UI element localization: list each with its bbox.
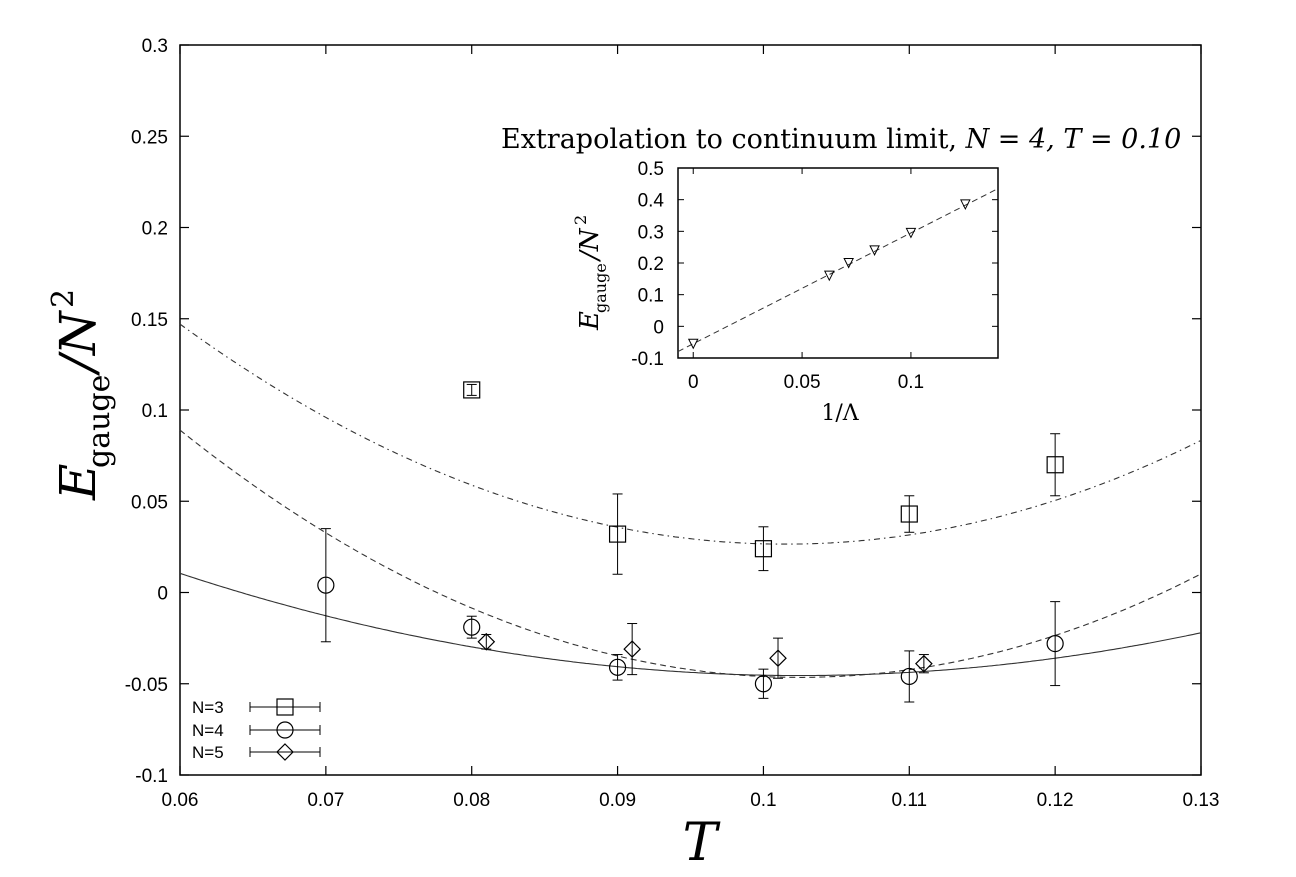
inset-data-point [905, 227, 917, 239]
inset-data-point [960, 199, 971, 211]
data-point-n-5 [915, 654, 933, 673]
inset-data-point [843, 258, 854, 269]
inset-y-tick-label: 0 [653, 317, 664, 338]
inset-x-tick-label: 0 [688, 372, 699, 393]
data-point-n-4 [317, 576, 335, 594]
inset-y-tick-label: -0.1 [631, 349, 664, 370]
main-y-label-base: E [49, 464, 107, 502]
fit-curve-n-5 [179, 572, 1202, 677]
inset-data-point [823, 270, 835, 282]
inset-y-tick-label: 0.3 [638, 222, 664, 243]
x-tick-label: 0.1 [750, 790, 776, 811]
data-point-n-3 [900, 505, 918, 523]
y-tick-label: 0.1 [142, 401, 168, 422]
data-point-n-3 [754, 540, 773, 558]
inset-y-tick-label: 0.4 [638, 191, 665, 212]
inset-x-axis-label: 1/Λ [821, 401, 859, 426]
data-point-n-4 [754, 675, 773, 693]
inset-frame [677, 167, 999, 359]
legend-marker-n-4 [276, 721, 294, 739]
y-tick-label: 0.05 [131, 492, 168, 513]
data-point-n-5 [769, 649, 787, 668]
inset-y-label-rest: /N [575, 227, 605, 263]
legend-marker-n-3 [276, 698, 294, 716]
main-axis-ticks: 0.06 0.07 0.08 0.09 0.1 0.11 0.12 0.130.30.250.… [125, 36, 1220, 811]
main-fit-curves [179, 323, 1202, 678]
inset-x-tick-label: 0.05 [784, 372, 821, 393]
inset-y-tick-label: 0.1 [638, 286, 664, 307]
y-tick-label: 0.15 [131, 310, 168, 331]
legend-label: N=3 [192, 698, 224, 717]
inset-x-tick-label: 0.1 [898, 372, 924, 393]
inset-title-text: Extrapolation to continuum limit, [501, 124, 966, 155]
data-point-n-5 [623, 640, 642, 658]
y-tick-label: -0.1 [135, 766, 168, 787]
data-point-n-4 [608, 658, 627, 676]
inset-y-tick-label: 0.5 [638, 159, 664, 180]
inset-plot: 0 0.05 0.1 0.5 0.4 0.3 0.2 0.1 0 -0.1 [631, 159, 999, 393]
inset-y-label-sup: 2 [571, 215, 590, 225]
inset-data-point [869, 245, 880, 256]
y-tick-label: 0.3 [142, 36, 168, 57]
legend-label: N=5 [192, 743, 224, 762]
main-y-label-rest: /N [49, 309, 107, 376]
y-tick-label: -0.05 [125, 675, 168, 696]
x-tick-label: 0.08 [453, 790, 490, 811]
main-x-axis-label: T [683, 813, 721, 873]
inset-y-label-base: E [575, 311, 605, 331]
y-tick-label: 0.25 [131, 127, 168, 148]
x-tick-label: 0.12 [1037, 790, 1074, 811]
main-y-label-sup: 2 [46, 289, 81, 308]
legend-label: N=4 [192, 721, 224, 740]
main-y-axis-label: E gauge /N 2 [46, 289, 117, 501]
legend-marker-n-5 [276, 743, 294, 761]
main-y-label-sub: gauge [82, 375, 117, 468]
inset-title-math: N = 4, T = 0.10 [965, 124, 1182, 155]
legend: N=3 N=4 N=5 [192, 698, 321, 762]
data-point-n-3 [1046, 456, 1064, 474]
data-point-n-4 [463, 618, 481, 636]
data-point-n-5 [477, 632, 496, 651]
data-point-n-3 [463, 381, 481, 399]
inset-data-point [687, 338, 699, 350]
main-data-points [317, 381, 1064, 703]
x-tick-label: 0.13 [1183, 790, 1220, 811]
inset-y-tick-label: 0.2 [638, 254, 664, 275]
x-tick-label: 0.11 [891, 790, 927, 811]
inset-y-label-sub: gauge [591, 263, 610, 313]
inset-title: Extrapolation to continuum limit, N = 4,… [501, 124, 1181, 155]
x-tick-label: 0.09 [599, 790, 636, 811]
data-point-n-4 [900, 667, 918, 686]
inset-y-axis-label: E gauge /N 2 [571, 215, 610, 331]
x-tick-label: 0.07 [307, 790, 344, 811]
data-point-n-3 [608, 525, 627, 543]
fit-curve-n-3 [179, 323, 1202, 545]
y-tick-label: 0.2 [142, 219, 168, 240]
y-tick-label: 0 [157, 584, 168, 605]
x-tick-label: 0.06 [162, 790, 199, 811]
data-point-n-4 [1046, 634, 1064, 653]
fit-curve-n-4 [179, 429, 1202, 678]
